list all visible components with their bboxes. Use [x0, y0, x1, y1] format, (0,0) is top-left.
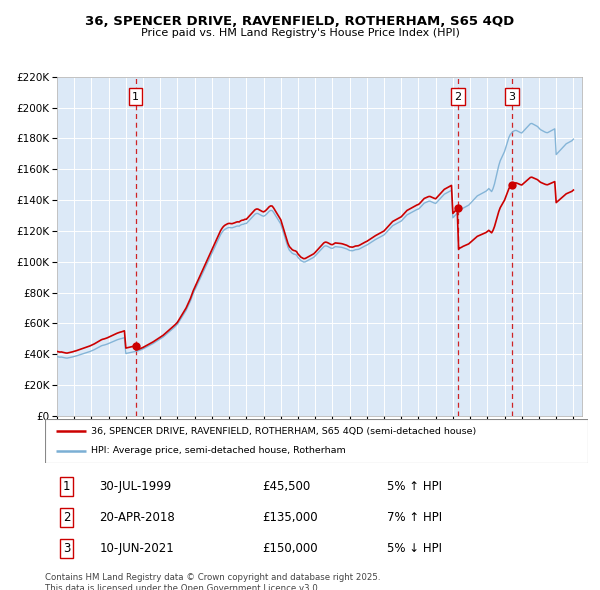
Text: 3: 3 [63, 542, 70, 555]
Text: 10-JUN-2021: 10-JUN-2021 [100, 542, 174, 555]
Text: 5% ↑ HPI: 5% ↑ HPI [387, 480, 442, 493]
Text: 1: 1 [132, 92, 139, 101]
Text: HPI: Average price, semi-detached house, Rotherham: HPI: Average price, semi-detached house,… [91, 446, 346, 455]
Text: Price paid vs. HM Land Registry's House Price Index (HPI): Price paid vs. HM Land Registry's House … [140, 28, 460, 38]
Text: Contains HM Land Registry data © Crown copyright and database right 2025.
This d: Contains HM Land Registry data © Crown c… [45, 573, 380, 590]
Text: £45,500: £45,500 [262, 480, 310, 493]
Text: 3: 3 [509, 92, 515, 101]
Text: 7% ↑ HPI: 7% ↑ HPI [387, 511, 442, 525]
Text: £135,000: £135,000 [262, 511, 318, 525]
Text: £150,000: £150,000 [262, 542, 318, 555]
Text: 1: 1 [63, 480, 70, 493]
Text: 2: 2 [455, 92, 461, 101]
Text: 30-JUL-1999: 30-JUL-1999 [100, 480, 172, 493]
Text: 2: 2 [63, 511, 70, 525]
Text: 36, SPENCER DRIVE, RAVENFIELD, ROTHERHAM, S65 4QD (semi-detached house): 36, SPENCER DRIVE, RAVENFIELD, ROTHERHAM… [91, 427, 476, 436]
Text: 20-APR-2018: 20-APR-2018 [100, 511, 175, 525]
Text: 36, SPENCER DRIVE, RAVENFIELD, ROTHERHAM, S65 4QD: 36, SPENCER DRIVE, RAVENFIELD, ROTHERHAM… [85, 15, 515, 28]
Text: 5% ↓ HPI: 5% ↓ HPI [387, 542, 442, 555]
